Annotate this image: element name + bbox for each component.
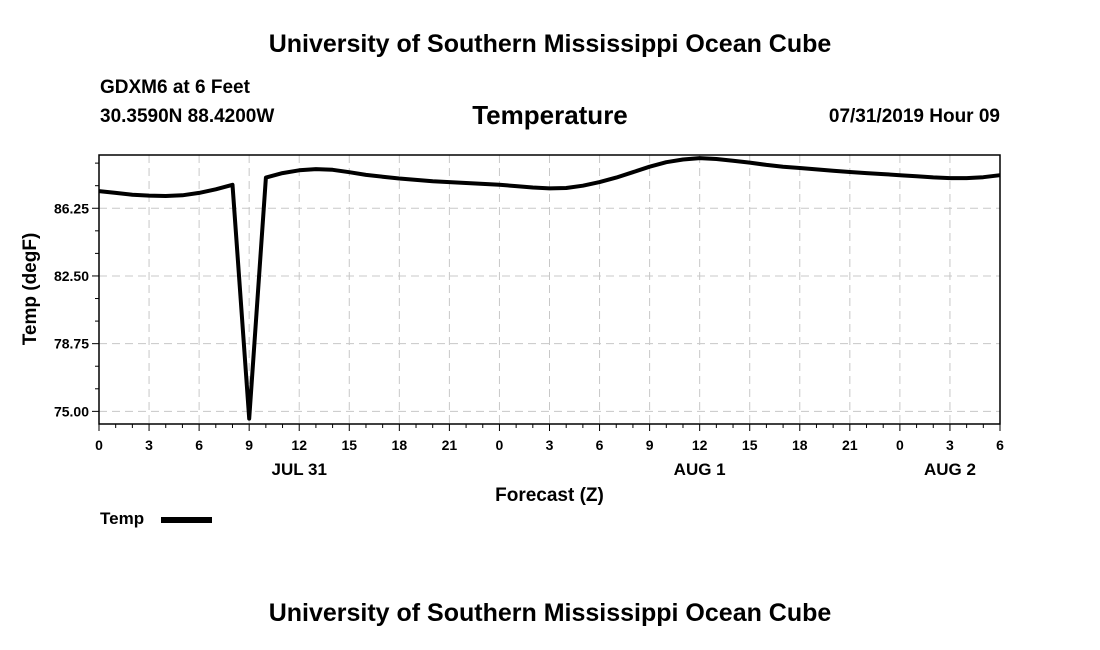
x-tick-label: 3 (546, 437, 554, 453)
x-tick-label: 18 (392, 437, 408, 453)
x-date-label: JUL 31 (271, 460, 326, 479)
site-title-bottom: University of Southern Mississippi Ocean… (268, 599, 832, 627)
y-tick-label: 78.75 (54, 336, 89, 352)
x-date-label: AUG 1 (674, 460, 726, 479)
legend-line-swatch (161, 517, 212, 523)
x-tick-label: 12 (692, 437, 708, 453)
site-title-top: University of Southern Mississippi Ocean… (268, 30, 832, 58)
chart-grid (99, 155, 1000, 424)
station-coords: 30.3590N 88.4200W (100, 106, 275, 127)
series-line-temp (98, 156, 1001, 421)
x-tick-label: 0 (896, 437, 904, 453)
x-tick-label: 0 (496, 437, 504, 453)
chart-series (98, 156, 1001, 421)
x-tick-label: 9 (646, 437, 654, 453)
x-tick-label: 3 (145, 437, 153, 453)
x-tick-label: 6 (195, 437, 203, 453)
x-tick-label: 0 (95, 437, 103, 453)
forecast-datetime: 07/31/2019 Hour 09 (828, 106, 1000, 127)
station-label: GDXM6 at 6 Feet (100, 77, 250, 98)
chart-tick-labels: 0 3 6 9 12 15 18 21 0 3 6 9 12 15 18 21 0 3 6 JUL 31 AUG 1 AU… (54, 200, 1004, 479)
y-axis-label: Temp (degF) (20, 233, 41, 346)
y-tick-label: 86.25 (54, 200, 89, 216)
x-tick-label: 18 (792, 437, 808, 453)
x-axis-label: Forecast (Z) (495, 485, 604, 506)
legend-label: Temp (100, 509, 145, 528)
x-date-label: AUG 2 (924, 460, 976, 479)
y-tick-label: 75.00 (54, 403, 89, 419)
x-tick-label: 12 (291, 437, 307, 453)
x-tick-label: 6 (996, 437, 1004, 453)
x-tick-label: 21 (442, 437, 458, 453)
x-tick-label: 3 (946, 437, 954, 453)
y-tick-label: 82.50 (54, 268, 89, 284)
x-tick-label: 21 (842, 437, 858, 453)
chart-ticks (92, 162, 1001, 431)
chart-title: Temperature (472, 100, 628, 130)
x-tick-label: 6 (596, 437, 604, 453)
x-tick-label: 15 (742, 437, 758, 453)
plot-frame (98, 154, 1001, 425)
x-tick-label: 9 (245, 437, 253, 453)
x-tick-label: 15 (341, 437, 357, 453)
